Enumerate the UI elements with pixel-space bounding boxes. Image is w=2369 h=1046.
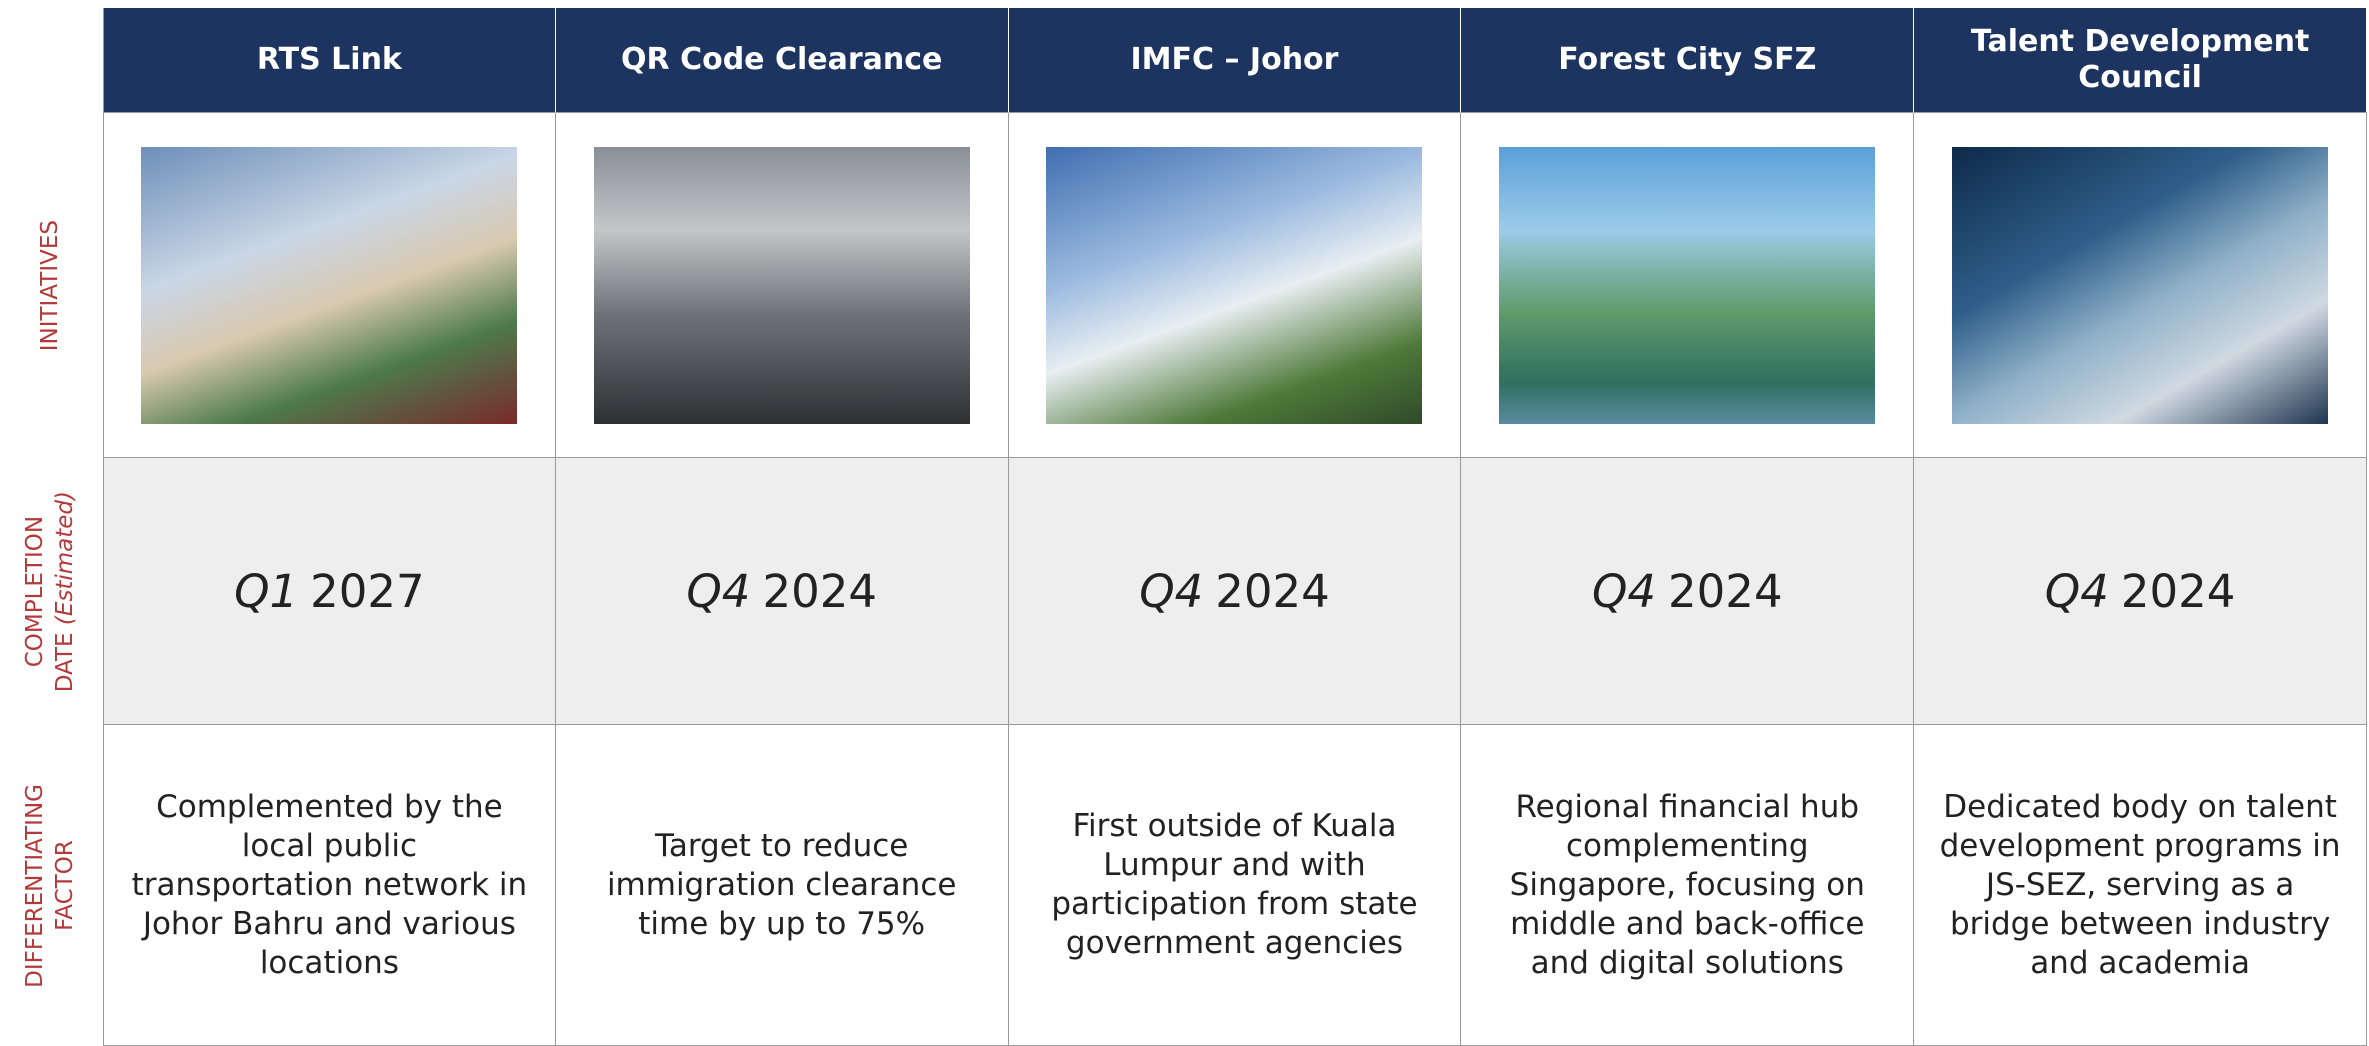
header-text: Council: [2078, 60, 2202, 95]
description-line: Johor Bahru and various: [142, 905, 516, 942]
header-cell: Forest City SFZ: [1461, 8, 1915, 113]
label-text: DATE: [52, 632, 78, 693]
header-cell: IMFC – Johor: [1008, 8, 1462, 113]
table: RTS Link QR Code Clearance IMFC – Johor For…: [103, 8, 2367, 1046]
description-line: Lumpur and with: [1103, 847, 1366, 883]
header-cell: QR Code Clearance: [555, 8, 1009, 113]
row-label: DIFFERENTIATING FACTOR: [0, 725, 100, 1046]
label-text: COMPLETION: [22, 515, 48, 668]
quarter: Q4: [2044, 564, 2109, 618]
description-cell: Regional financial hub complementing Singa…: [1461, 725, 1915, 1046]
description-line: Dedicated body on talent: [1943, 788, 2337, 825]
quarter: Q4: [1139, 564, 1204, 618]
row-label: COMPLETION DATE (Estimated): [0, 458, 100, 725]
date-line: Q1 2027: [234, 565, 425, 618]
description-line: locations: [259, 944, 399, 981]
description-line: middle and back-office: [1510, 905, 1865, 942]
quarter: Q4: [1591, 564, 1657, 618]
initiative-image: [1499, 146, 1876, 424]
description-line: First outside of Kuala: [1072, 808, 1397, 844]
date-line: Q4 2024: [1592, 565, 1783, 618]
year: 2024: [1668, 564, 1783, 618]
date-cell: Q1 2027: [103, 458, 556, 725]
label-text: (Estimated): [52, 490, 78, 625]
image-cell: [555, 113, 1009, 458]
date-cell: Q4 2024: [555, 458, 1009, 725]
initiative-image: [593, 146, 970, 424]
description-line: development programs in: [1939, 827, 2341, 864]
description-cell: Dedicated body on talent development prog…: [1914, 725, 2367, 1046]
quarter: Q4: [686, 564, 751, 618]
initiative-image: [1046, 146, 1423, 424]
date-line: Q4 2024: [1139, 565, 1330, 618]
date-line: Q4 2024: [686, 565, 877, 618]
header-text: QR Code Clearance: [621, 42, 943, 77]
date-cell: Q4 2024: [1461, 458, 1915, 725]
description-line: and academia: [2030, 944, 2250, 981]
description-line: complementing: [1565, 827, 1809, 864]
description-cell: Target to reduce immigration clearance tim…: [555, 725, 1009, 1046]
description-line: time by up to 75%: [638, 905, 926, 942]
row-label: INITIATIVES: [0, 113, 100, 458]
description-line: participation from state: [1051, 886, 1418, 922]
date-cell: Q4 2024: [1008, 458, 1462, 725]
label-line: DATE (Estimated): [50, 491, 80, 692]
description-line: bridge between industry: [1949, 905, 2331, 942]
description-line: Complemented by the: [156, 788, 503, 825]
description-cell: First outside of Kuala Lumpur and with par…: [1008, 725, 1462, 1046]
image-cell: [1914, 113, 2367, 458]
year: 2024: [1215, 564, 1330, 618]
label-text: FACTOR: [52, 840, 78, 931]
description-line: immigration clearance: [606, 866, 957, 903]
label-text: DIFFERENTIATING: [22, 783, 48, 988]
year: 2024: [2120, 564, 2236, 618]
description-cell: Complemented by the local public transport…: [103, 725, 556, 1046]
description-line: JS-SEZ, serving as a: [1985, 866, 2295, 903]
image-cell: [1008, 113, 1462, 458]
year: 2027: [310, 564, 425, 618]
date-cell: Q4 2024: [1914, 458, 2367, 725]
date-line: Q4 2024: [2045, 565, 2236, 618]
year: 2024: [762, 564, 877, 618]
header-text: Forest City SFZ: [1558, 42, 1817, 77]
header-text: RTS Link: [256, 42, 402, 77]
image-cell: [103, 113, 556, 458]
header-text: IMFC – Johor: [1130, 42, 1339, 77]
description-line: Singapore, focusing on: [1509, 866, 1865, 903]
description-line: government agencies: [1065, 925, 1404, 961]
initiative-image: [141, 146, 518, 424]
header-cell: Talent Development Council: [1914, 8, 2367, 113]
description-line: local public: [241, 827, 418, 864]
image-cell: [1461, 113, 1915, 458]
quarter: Q1: [234, 564, 299, 618]
label-text: INITIATIVES: [37, 219, 63, 352]
description-line: Target to reduce: [655, 827, 909, 864]
description-line: transportation network in: [131, 866, 528, 903]
header-text: Talent Development: [1970, 24, 2310, 59]
description-line: Regional financial hub: [1515, 788, 1860, 825]
header-cell: RTS Link: [103, 8, 556, 113]
initiative-image: [1952, 146, 2329, 424]
description-line: and digital solutions: [1530, 944, 1844, 981]
